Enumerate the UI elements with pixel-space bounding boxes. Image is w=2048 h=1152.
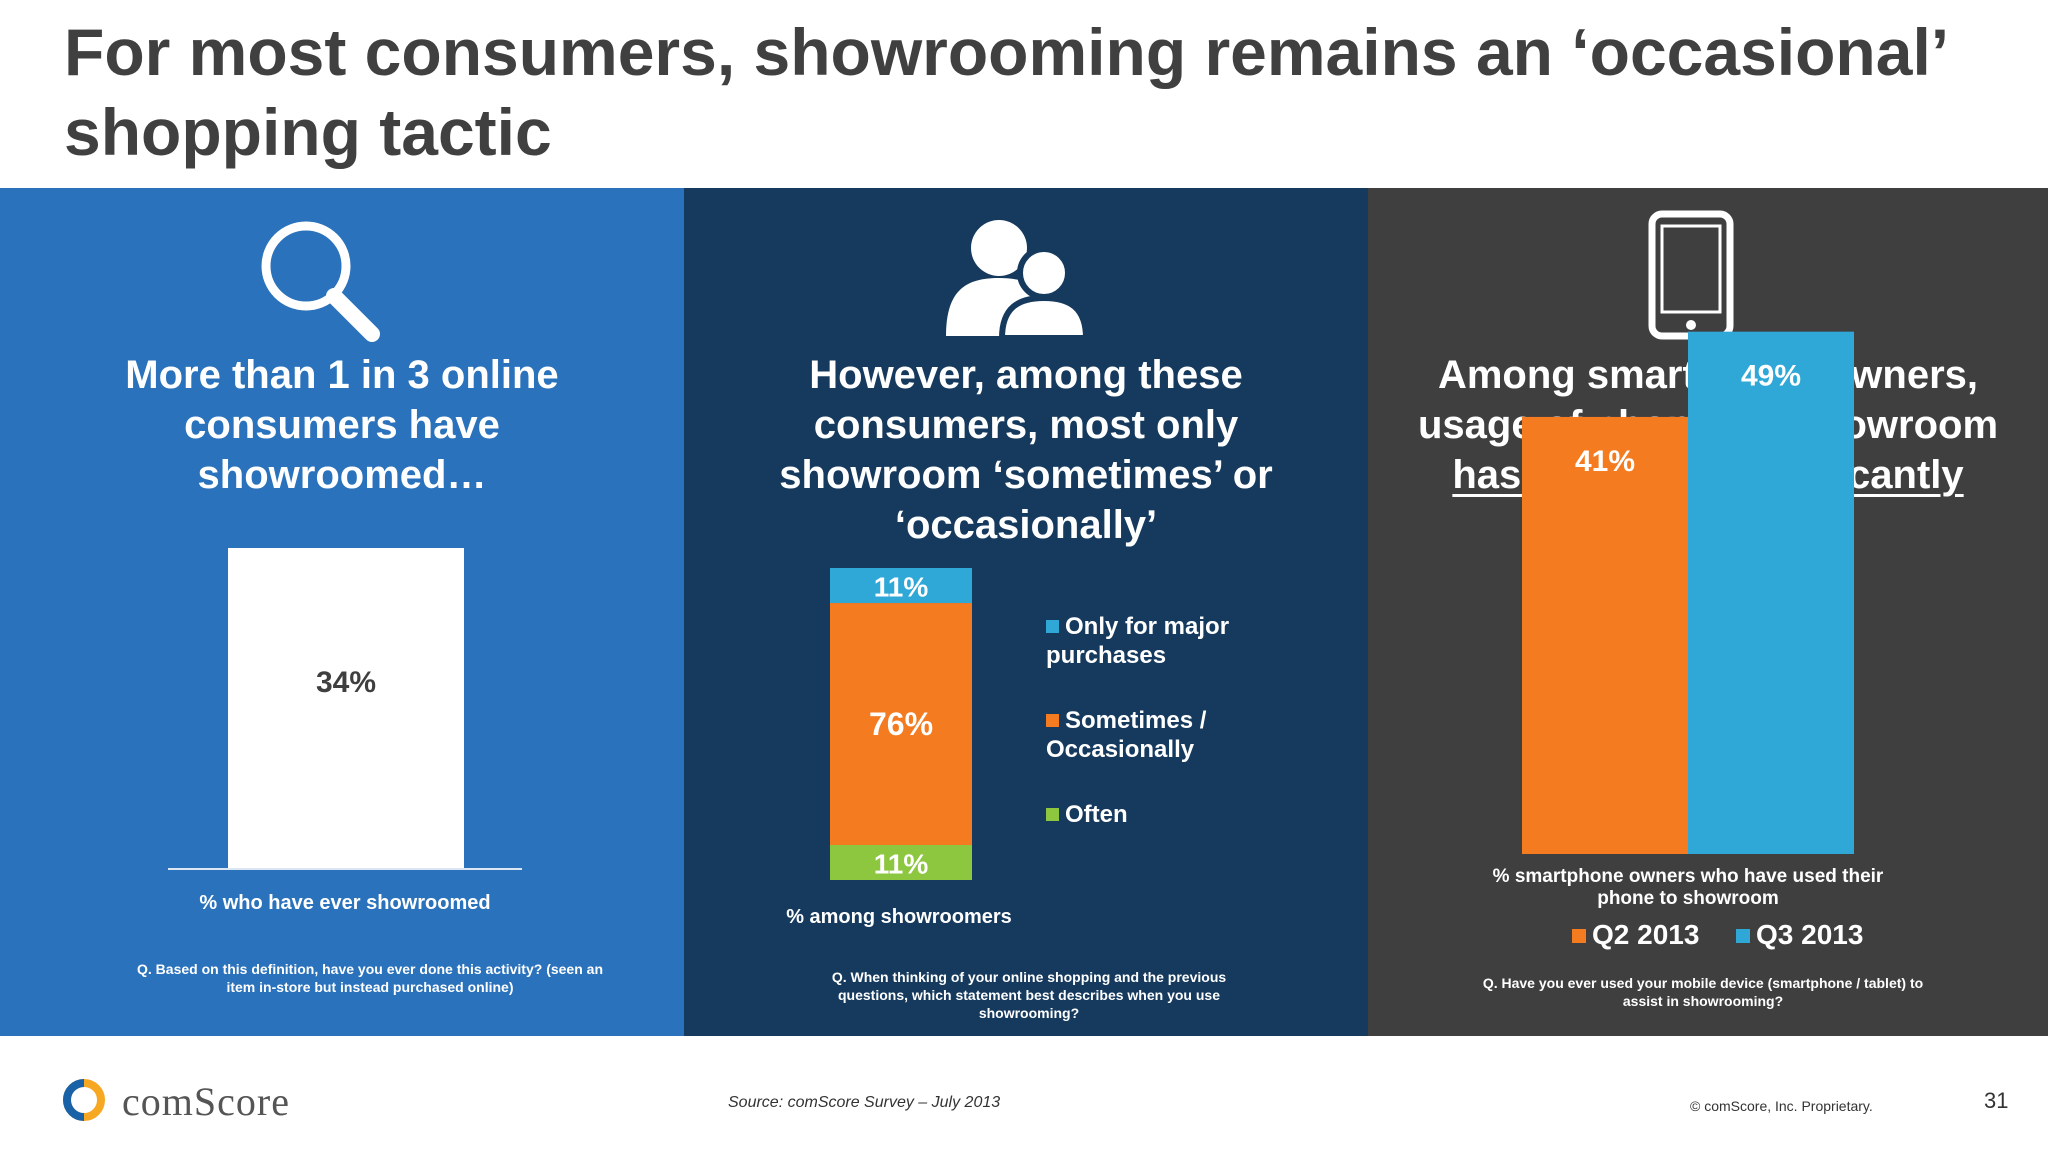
copyright-note: © comScore, Inc. Proprietary. (1690, 1098, 1873, 1114)
panel3-question: Q. Have you ever used your mobile device… (1482, 975, 1924, 1009)
bar-ever-showroomed (228, 548, 464, 868)
data-label-q2-2013: 41% (1575, 445, 1635, 478)
legend-label-q3-2013: Q3 2013 (1756, 919, 1863, 950)
magnifying-glass-icon (261, 221, 380, 342)
source-note: Source: comScore Survey – July 2013 (728, 1094, 1001, 1111)
chart1-axis-label: % who have ever showroomed (199, 892, 491, 914)
legend-label-q2-2013: Q2 2013 (1592, 919, 1699, 950)
page-title: For most consumers, showrooming remains … (64, 15, 1946, 169)
data-label-often: 11% (874, 848, 929, 879)
segment-sometimes-occasionally (830, 603, 972, 845)
chart-showroom-frequency: 11% 76% 11% (830, 568, 972, 880)
chart-smartphone-showrooming: 41% 49% Q2 2013 Q3 2013 (1522, 331, 1863, 950)
bar-q2-2013 (1522, 416, 1688, 854)
chart3-axis-label: % smartphone owners who have used their … (1492, 866, 1884, 909)
data-label-q3-2013: 49% (1741, 360, 1801, 393)
legend-swatch-sometimes (1046, 714, 1059, 727)
panel1-question: Q. Based on this definition, have you ev… (137, 961, 603, 995)
panel-smartphone-showrooming: Among smartphone owners, usage of phones… (1368, 188, 2048, 1036)
comscore-logo: comScore (122, 1079, 290, 1124)
segment-only-for-major-purchases (830, 568, 972, 604)
chart2-axis-label: % among showroomers (786, 906, 1012, 928)
legend-label-major-purchases: Only for major purchases (1046, 613, 1230, 669)
panel-showroom-frequency: However, among these consumers, most onl… (684, 188, 1368, 1036)
people-icon (946, 220, 1084, 338)
comscore-logo-icon (63, 1079, 105, 1121)
legend-swatch-major-purchases (1046, 620, 1059, 633)
panel-ever-showroomed: More than 1 in 3 online consumers have s… (0, 188, 684, 1036)
legend-swatch-q3-2013 (1736, 929, 1750, 943)
data-label-ever-showroomed: 34% (316, 666, 376, 699)
legend-swatch-often (1046, 808, 1059, 821)
legend-label-often: Often (1065, 801, 1128, 828)
legend-swatch-q2-2013 (1572, 929, 1586, 943)
data-label-only-for-major-purchases: 11% (874, 572, 929, 603)
legend-item-sometimes: Sometimes / Occasionally (1046, 706, 1346, 764)
panel2-question: Q. When thinking of your online shopping… (831, 969, 1227, 1021)
segment-often (830, 844, 972, 880)
legend-item-often: Often (1046, 800, 1346, 829)
data-label-sometimes-occasionally: 76% (869, 706, 933, 742)
chart-ever-showroomed: 34% (168, 548, 522, 870)
legend-label-sometimes: Sometimes / Occasionally (1046, 707, 1207, 763)
chart3-plot-group: 41% 49% Q2 2013 Q3 2013 (1522, 331, 1863, 950)
page-number: 31 (1984, 1088, 2009, 1113)
panel1-heading: More than 1 in 3 online consumers have s… (125, 353, 559, 497)
bar-q3-2013 (1688, 331, 1854, 854)
tablet-icon (1648, 210, 1734, 340)
legend-item-major-purchases: Only for major purchases (1046, 612, 1346, 670)
panel2-heading: However, among these consumers, most onl… (779, 353, 1273, 547)
